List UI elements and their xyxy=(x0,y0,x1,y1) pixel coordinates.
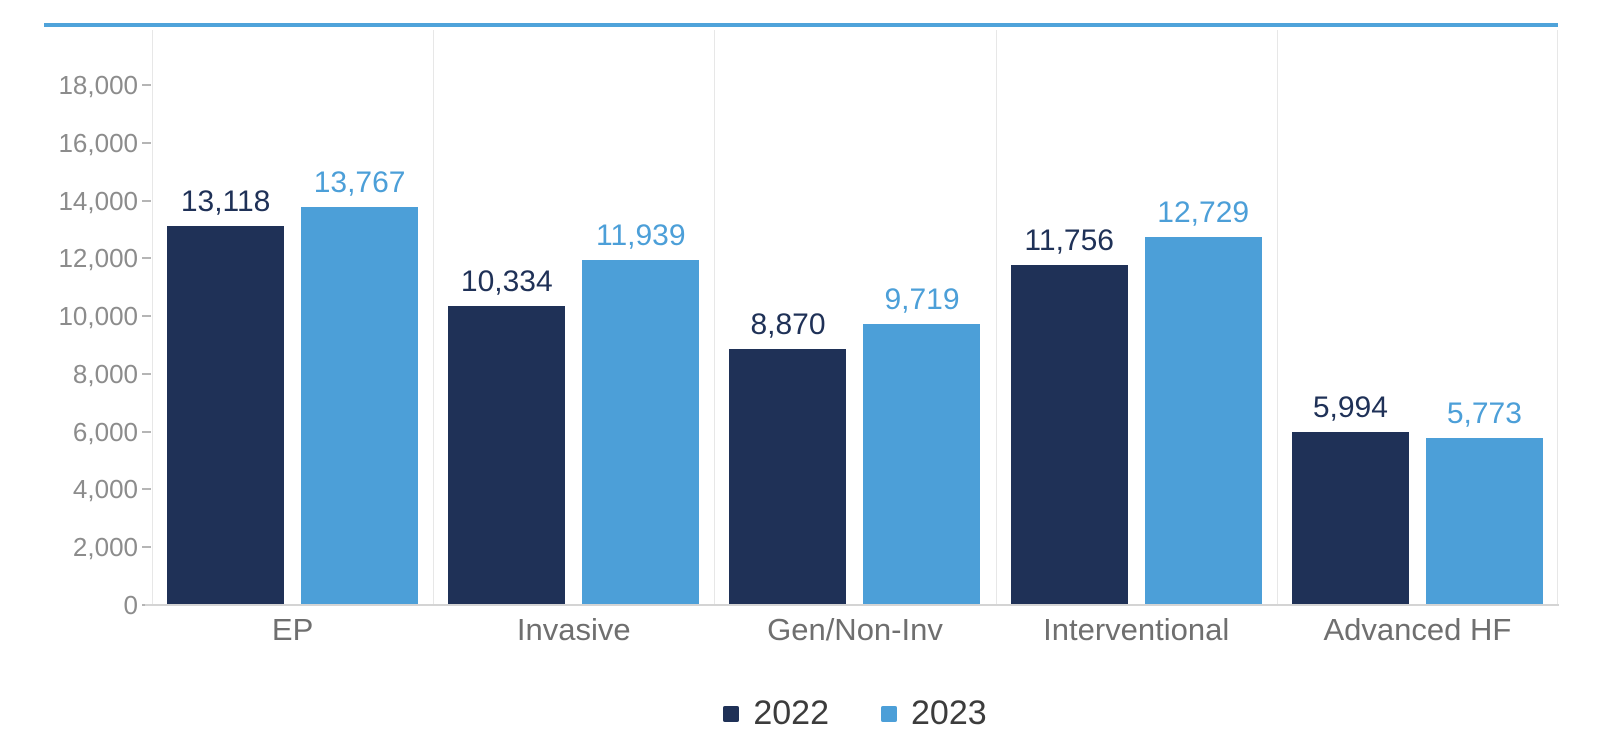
category-panel-invasive: 10,334 11,939 xyxy=(433,30,714,605)
value-label-2023-ep: 13,767 xyxy=(313,166,406,200)
y-tick-mark xyxy=(142,257,151,260)
panel-gridline xyxy=(152,30,153,605)
bar-2023-invasive: 11,939 xyxy=(582,219,700,605)
bar-2023-advanced-hf: 5,773 xyxy=(1425,397,1543,605)
category-panel-gen-non-inv: 8,870 9,719 xyxy=(714,30,995,605)
legend-label-2023: 2023 xyxy=(911,694,987,730)
y-tick-mark xyxy=(142,141,151,144)
panel-gridline xyxy=(433,30,435,605)
value-label-2022-ep: 13,118 xyxy=(180,185,271,219)
value-label-2023-advanced-hf: 5,773 xyxy=(1446,397,1522,431)
bar-2023-ep: 13,767 xyxy=(301,166,419,605)
x-axis-label-advanced-hf: Advanced HF xyxy=(1323,612,1512,647)
y-tick-label: 8,000 xyxy=(72,358,138,389)
bar-2022-gen-non-inv: 8,870 xyxy=(729,308,847,605)
y-tick-mark xyxy=(142,546,151,549)
panel-gridline xyxy=(714,30,716,605)
panel-gridline xyxy=(1557,30,1558,605)
bar-2022-interventional: 11,756 xyxy=(1010,224,1128,605)
category-panel-ep: 13,118 13,767 xyxy=(152,30,433,605)
bar-2022-invasive: 10,334 xyxy=(448,265,566,605)
x-axis-label-ep: EP xyxy=(271,612,314,647)
bar-2023-gen-non-inv: 9,719 xyxy=(863,283,981,605)
y-tick-mark xyxy=(142,199,151,202)
legend-label-2022: 2022 xyxy=(753,694,829,730)
y-tick-mark xyxy=(142,430,151,433)
x-axis-label-gen-non-inv: Gen/Non-Inv xyxy=(767,612,943,647)
legend: 2022 2023 xyxy=(152,694,1558,730)
legend-item-2023: 2023 xyxy=(881,694,987,730)
x-axis-baseline xyxy=(145,604,1559,606)
value-label-2023-invasive: 11,939 xyxy=(596,219,686,253)
legend-swatch-2022 xyxy=(723,705,740,722)
bar-2023-interventional: 12,729 xyxy=(1144,196,1262,605)
y-tick-label: 14,000 xyxy=(58,185,138,216)
x-axis-label-invasive: Invasive xyxy=(516,612,631,647)
bar-2022-advanced-hf: 5,994 xyxy=(1291,391,1409,605)
y-tick-label: 10,000 xyxy=(58,301,138,332)
y-tick-mark xyxy=(142,315,151,318)
panel-gridline xyxy=(995,30,997,605)
x-axis-label-interventional: Interventional xyxy=(1043,612,1230,647)
bar-2022-ep: 13,118 xyxy=(167,185,285,605)
y-tick-label: 12,000 xyxy=(58,243,138,274)
category-panel-advanced-hf: 5,994 5,773 xyxy=(1277,30,1558,605)
y-tick-mark xyxy=(142,372,151,375)
value-label-2022-invasive: 10,334 xyxy=(460,265,553,299)
top-accent-line xyxy=(44,23,1558,27)
y-tick-label: 16,000 xyxy=(58,127,138,158)
value-label-2023-interventional: 12,729 xyxy=(1157,196,1250,230)
plot-area: 13,118 13,767 10,334 11,939 8,870 9,719 11,756… xyxy=(152,30,1558,605)
legend-item-2022: 2022 xyxy=(723,694,829,730)
value-label-2022-advanced-hf: 5,994 xyxy=(1312,390,1388,424)
y-tick-mark xyxy=(142,84,151,86)
legend-swatch-2023 xyxy=(881,705,897,722)
value-label-2022-gen-non-inv: 8,870 xyxy=(750,307,826,341)
y-tick-label: 0 xyxy=(123,590,138,620)
y-tick-label: 2,000 xyxy=(72,532,138,563)
panel-gridline xyxy=(1276,30,1278,605)
y-tick-mark xyxy=(142,488,151,491)
y-tick-label: 6,000 xyxy=(72,416,138,447)
category-panel-interventional: 11,756 12,729 xyxy=(996,30,1277,605)
y-tick-label: 18,000 xyxy=(58,70,138,100)
value-label-2022-interventional: 11,756 xyxy=(1024,224,1114,258)
y-tick-label: 4,000 xyxy=(72,474,138,505)
value-label-2023-gen-non-inv: 9,719 xyxy=(884,283,960,317)
